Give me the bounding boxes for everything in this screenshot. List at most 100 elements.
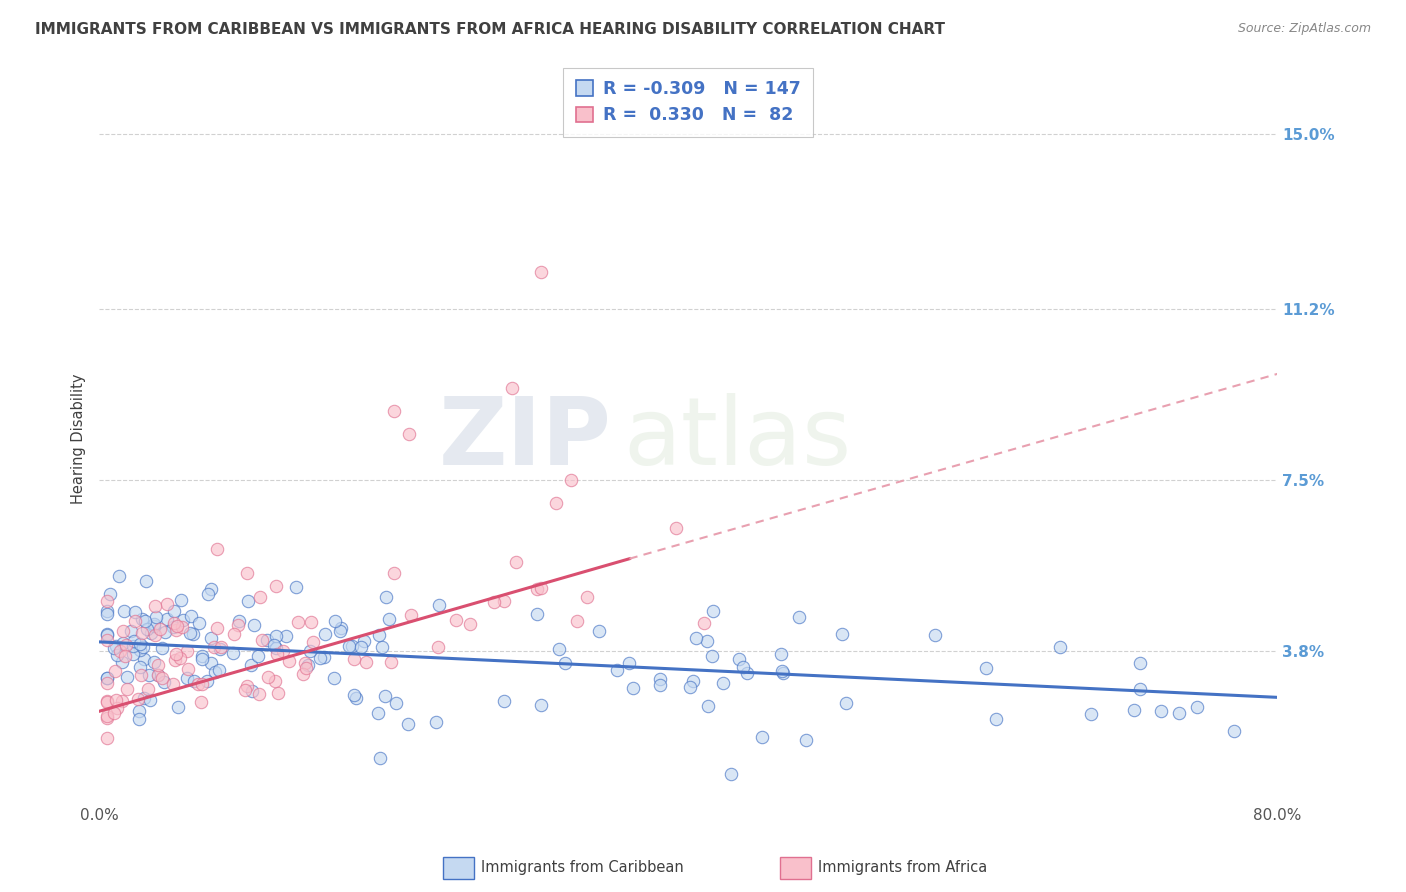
Point [236,593,259,607]
Point [128,704,150,718]
Point [697,698,720,713]
Point [162,620,184,634]
Point [169,651,191,665]
Point [733,659,755,673]
Point [127,692,149,706]
Point [209,640,232,654]
Point [685,631,707,645]
Point [143,628,166,642]
Point [371,640,394,655]
Text: Immigrants from Africa: Immigrants from Africa [818,861,987,875]
Point [287,615,309,629]
Text: atlas: atlas [624,392,852,484]
Point [208,664,231,678]
Point [720,766,742,780]
Point [111,624,134,638]
Point [367,706,389,721]
Point [354,656,377,670]
Point [114,648,136,663]
Point [162,604,184,618]
Point [105,639,128,653]
Point [501,381,523,395]
Point [526,582,548,596]
Point [202,640,225,654]
Point [222,626,245,640]
Point [682,674,704,689]
Point [1185,699,1208,714]
Point [344,690,367,705]
Point [711,675,734,690]
Point [544,496,567,510]
Point [191,652,214,666]
Point [240,683,263,698]
Point [263,674,285,689]
Point [96,675,118,690]
Point [136,681,159,696]
Point [145,610,167,624]
Point [1223,724,1246,739]
Point [264,579,287,593]
Point [131,625,153,640]
Point [619,656,641,670]
Point [274,630,297,644]
Y-axis label: Hearing Disability: Hearing Disability [72,374,86,504]
Text: ZIP: ZIP [439,392,612,484]
Point [314,626,336,640]
Point [142,619,165,633]
Point [143,617,166,632]
Point [181,627,204,641]
Point [176,672,198,686]
Text: IMMIGRANTS FROM CARIBBEAN VS IMMIGRANTS FROM AFRICA HEARING DISABILITY CORRELATI: IMMIGRANTS FROM CARIBBEAN VS IMMIGRANTS … [35,22,945,37]
Point [588,624,610,639]
Point [679,681,702,695]
Point [96,594,118,608]
Point [200,631,222,645]
Point [122,634,145,648]
Point [187,677,209,691]
Point [96,628,118,642]
Point [1167,706,1189,721]
Point [146,668,169,682]
Point [132,652,155,666]
FancyBboxPatch shape [780,857,811,879]
Point [605,663,627,677]
Point [155,597,177,611]
Point [195,673,218,688]
Point [235,679,257,693]
Point [256,632,278,647]
Point [150,671,173,685]
Point [368,627,391,641]
Point [530,581,553,595]
Point [96,627,118,641]
Point [560,473,582,487]
Point [924,628,946,642]
Point [267,686,290,700]
Point [98,587,121,601]
Point [735,666,758,681]
Point [243,618,266,632]
Point [149,622,172,636]
Point [107,568,129,582]
Point [702,604,724,618]
Point [446,613,468,627]
Point [204,665,226,680]
Point [197,587,219,601]
Point [382,566,405,581]
Text: Source: ZipAtlas.com: Source: ZipAtlas.com [1237,22,1371,36]
Point [294,656,316,670]
Point [1150,705,1173,719]
Point [337,639,360,653]
Point [264,629,287,643]
Point [143,655,166,669]
Point [482,595,505,609]
Point [295,661,318,675]
Point [136,622,159,636]
Point [190,649,212,664]
Point [239,658,262,673]
Point [138,667,160,681]
Point [121,624,143,639]
Point [114,604,136,618]
Point [139,693,162,707]
Point [772,666,794,681]
Point [150,640,173,655]
